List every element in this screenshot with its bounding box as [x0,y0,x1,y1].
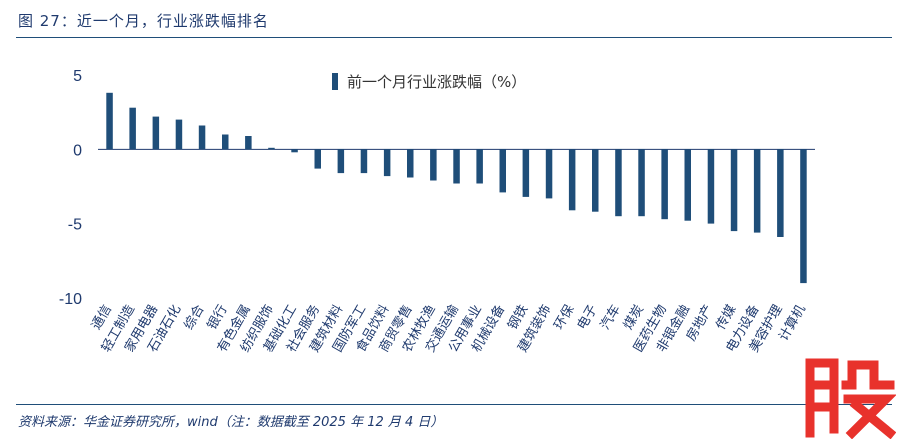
bar-有色金属 [245,136,252,150]
bar-钢铁 [522,149,530,197]
bar-建筑材料 [337,149,345,174]
bar-公用事业 [476,149,483,184]
figure-title: 图 27：近一个月，行业涨跌幅排名 [18,12,269,30]
y-tick-label: 5 [73,68,82,85]
bar-机械设备 [499,149,506,193]
bar-美容护理 [777,149,784,237]
category-label-layer: 通信轻工制造家用电器石油石化综合银行有色金属纺织服饰基础化工社会服务建筑材料国防… [89,302,809,355]
bar-银行 [222,134,229,150]
legend-swatch [332,73,338,90]
bar-传媒 [730,149,738,232]
y-tick-label: 0 [73,142,82,159]
bar-煤炭 [638,149,645,217]
bottom-rule [16,404,892,405]
top-rule [16,37,892,38]
bar-国防军工 [360,149,368,174]
bar-社会服务 [314,149,321,169]
x-category-label: 汽车 [597,302,624,333]
bar-通信 [106,92,113,150]
bar-纺织服饰 [268,147,275,150]
bar-计算机 [800,149,807,284]
axis-layer: 5 0 -5 -10 [59,68,815,308]
bar-农林牧渔 [430,149,437,181]
bar-汽车 [615,149,622,217]
x-category-label: 综合 [182,303,208,333]
y-tick-label: -5 [68,217,82,234]
bar-环保 [568,149,576,211]
bar-房地产 [707,149,715,224]
bar-电力设备 [753,149,761,233]
legend-label: 前一个月行业涨跌幅（%） [347,73,526,91]
bar-基础化工 [291,149,298,153]
y-tick-label: -10 [59,291,82,308]
bar-chart: 5 0 -5 -10 通信轻工制造家用电器石油石化综合银行有色金属纺织服饰基础化工社会… [59,68,815,355]
bar-layer [106,92,807,284]
legend: 前一个月行业涨跌幅（%） [332,73,526,91]
bar-食品饮料 [383,149,391,177]
bar-石油石化 [175,119,183,150]
bar-电子 [592,149,599,212]
bar-交通运输 [453,149,460,184]
bar-轻工制造 [129,107,136,150]
source-note: 资料来源：华金证券研究所，wind（注：数据截至 2025 年 12 月 4 日… [18,415,444,430]
bar-医药生物 [661,149,668,220]
stock-stamp-icon [805,358,896,439]
bar-商贸零售 [407,149,414,178]
x-category-label: 电子 [575,303,601,333]
x-category-label: 环保 [552,303,578,333]
bar-非银金融 [684,149,691,221]
bar-家用电器 [152,116,160,150]
bar-综合 [198,125,206,150]
bar-建筑装饰 [545,149,553,199]
